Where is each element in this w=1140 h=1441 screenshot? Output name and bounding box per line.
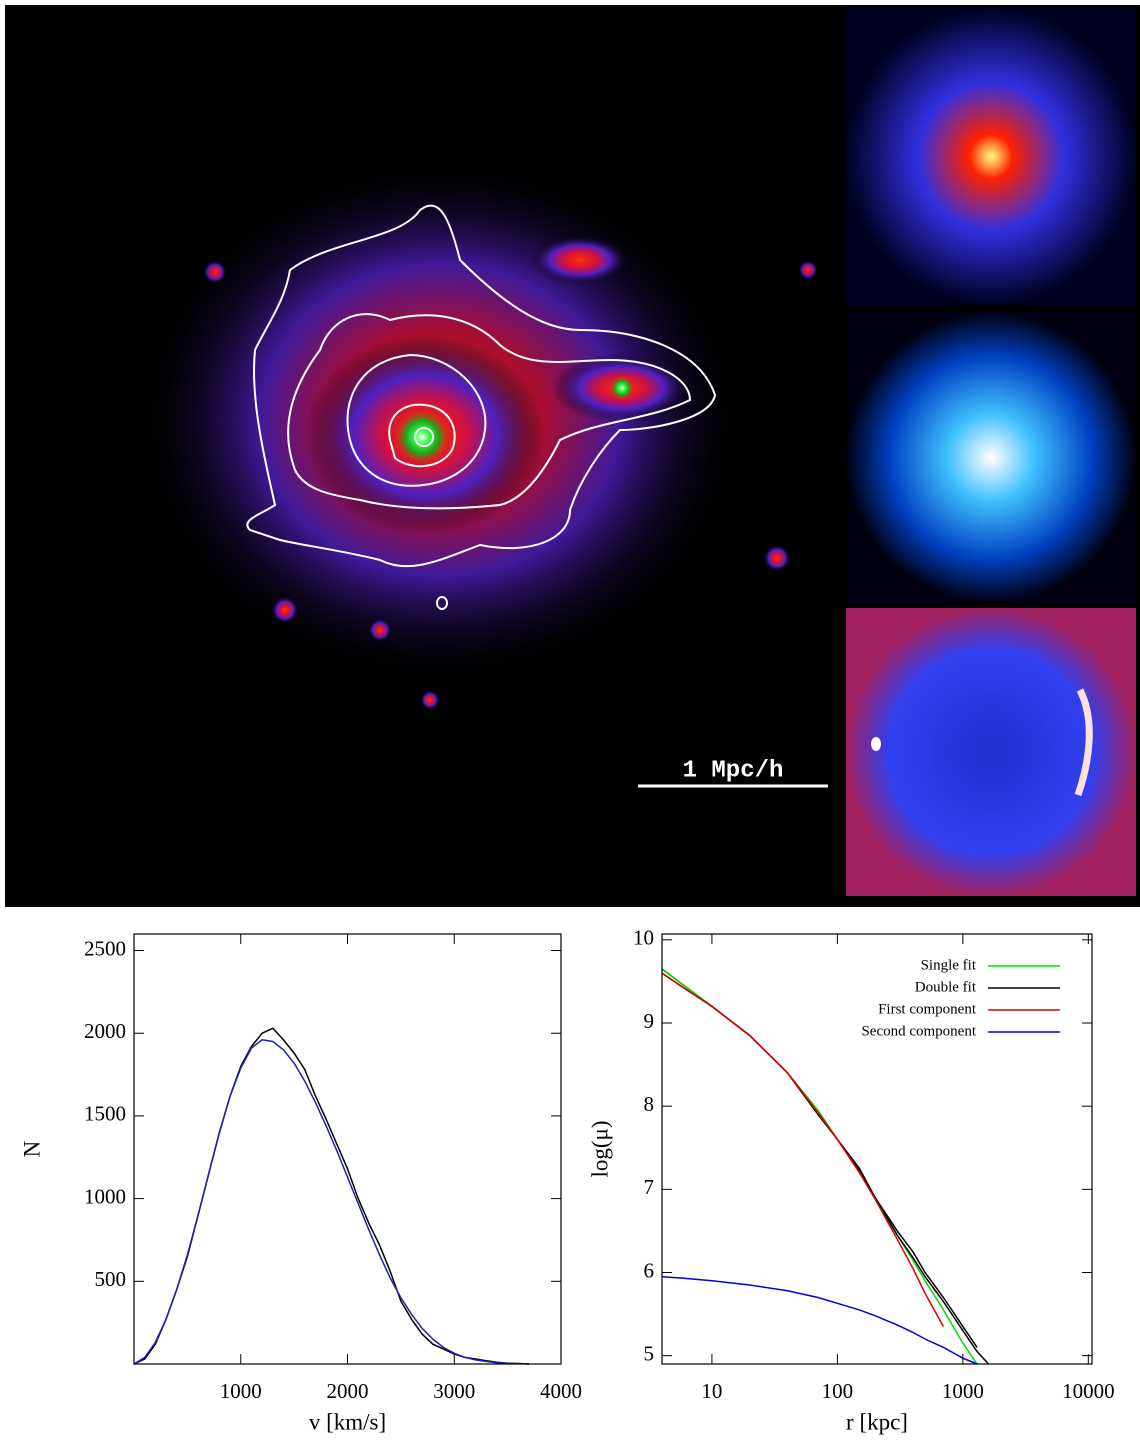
plot-frame (134, 934, 561, 1364)
x-tick-label: 2000 (327, 1379, 369, 1403)
x-tick-label: 10 (701, 1379, 722, 1403)
y-tick-label: 5 (644, 1341, 655, 1365)
series-line (134, 1028, 529, 1364)
figure: 1 Mpc/h 1000 2000 3000 4000 500 1000 1500 2000 2… (0, 0, 1140, 1441)
y-tick-label: 9 (644, 1009, 655, 1033)
y-tick-label: 500 (95, 1267, 127, 1291)
y-axis-label: log(μ) (587, 1120, 612, 1177)
scale-label: 1 Mpc/h (683, 757, 784, 784)
x-tick-label: 100 (822, 1379, 854, 1403)
y-tick-label: 2000 (84, 1019, 126, 1043)
y-tick-label: 2500 (84, 936, 126, 960)
series-line (134, 1040, 529, 1364)
y-tick-label: 8 (644, 1092, 655, 1116)
plot-frame (662, 934, 1092, 1364)
x-axis-label: v [km/s] (309, 1409, 386, 1434)
legend-label: Double fit (915, 979, 977, 995)
x-tick-label: 1000 (942, 1379, 984, 1403)
x-tick-label: 3000 (433, 1379, 475, 1403)
y-tick-label: 7 (644, 1175, 655, 1199)
legend-label: Single fit (921, 957, 977, 973)
y-tick-label: 6 (644, 1258, 655, 1282)
x-tick-label: 1000 (220, 1379, 262, 1403)
y-tick-label: 10 (633, 926, 654, 950)
y-tick-label: 1500 (84, 1102, 126, 1126)
y-axis-label: N (19, 1140, 44, 1157)
legend-label: First component (878, 1001, 977, 1017)
legend-label: Second component (861, 1023, 976, 1039)
x-tick-label: 4000 (540, 1379, 582, 1403)
x-tick-label: 10000 (1062, 1379, 1115, 1403)
y-tick-label: 1000 (84, 1184, 126, 1208)
x-axis-label: r [kpc] (846, 1409, 908, 1434)
series-line (662, 1277, 977, 1364)
simulation-image: 1 Mpc/h (5, 5, 1140, 907)
